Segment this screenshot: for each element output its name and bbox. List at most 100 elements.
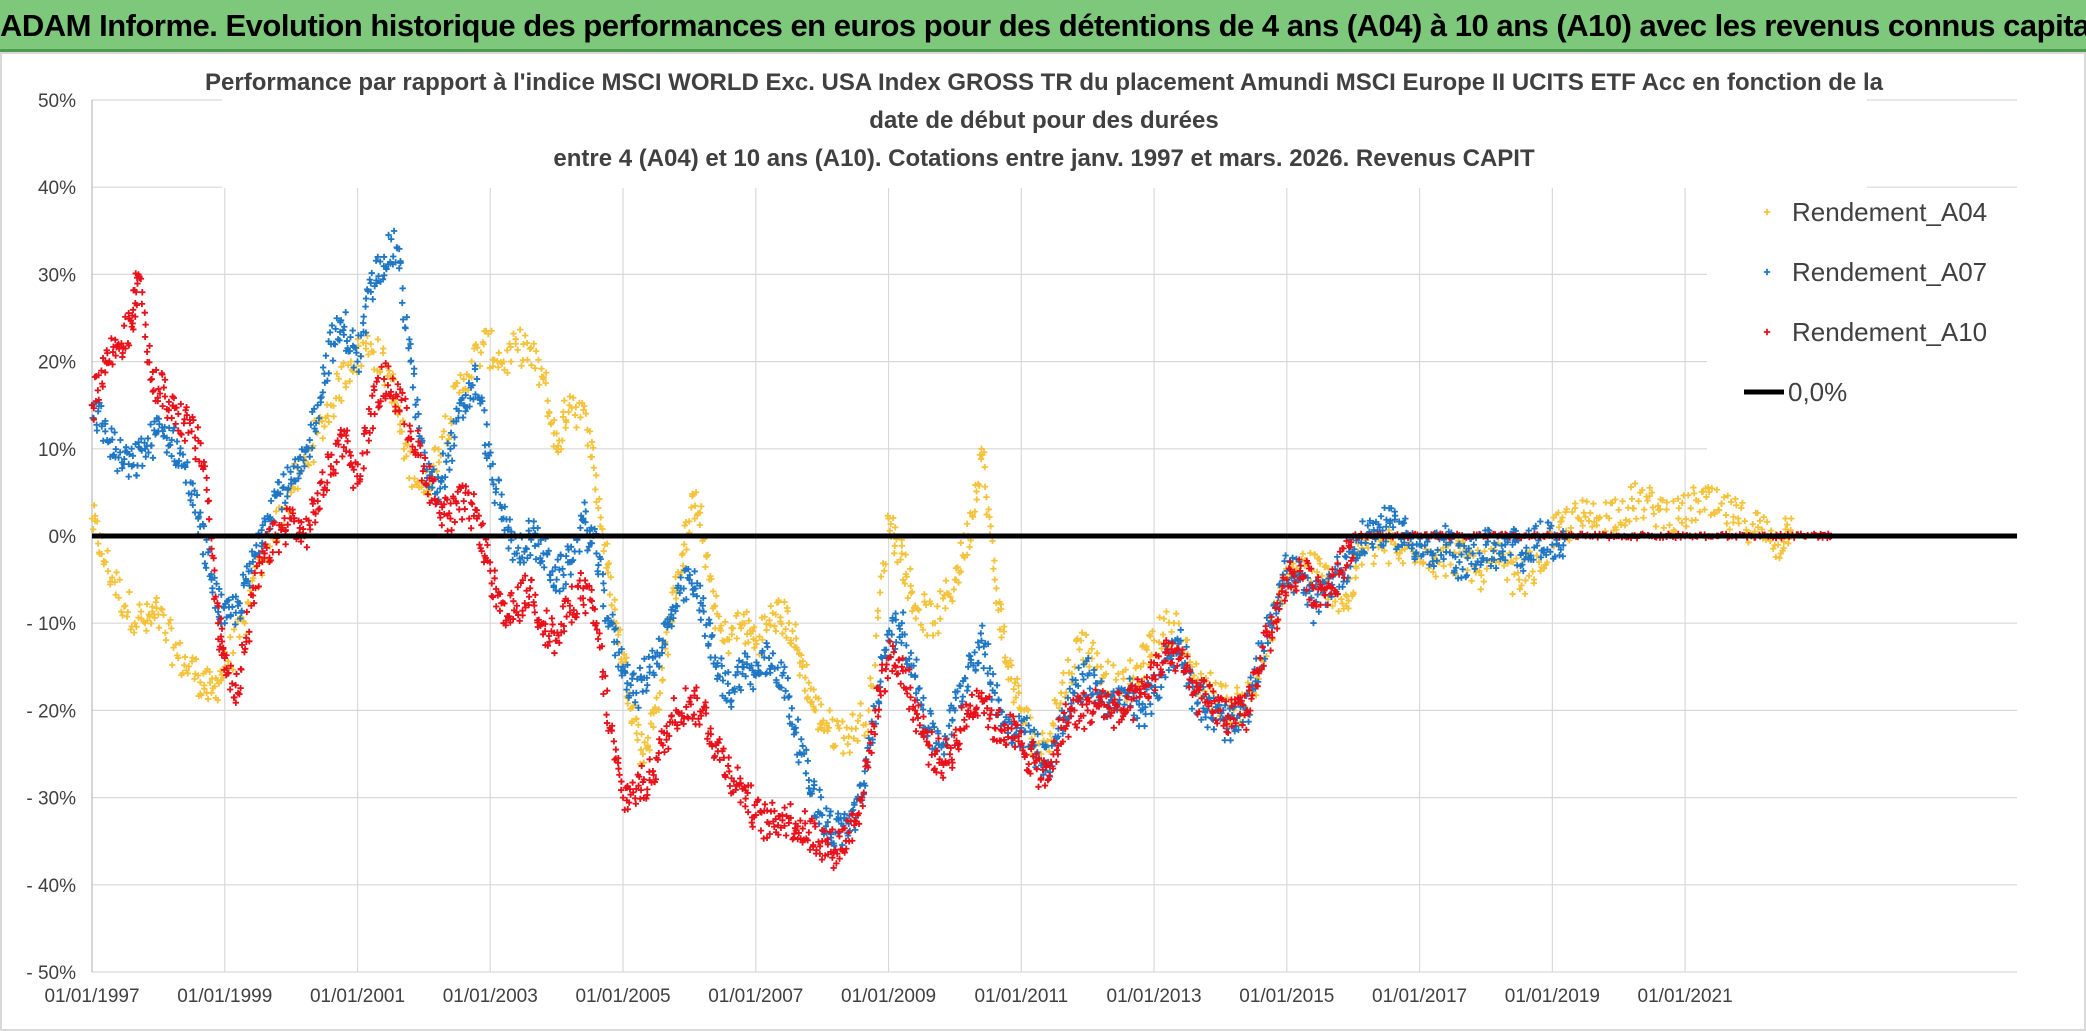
- data-point: [980, 643, 988, 650]
- data-point: [965, 652, 973, 659]
- data-point: [1523, 544, 1530, 551]
- data-point: [691, 515, 698, 522]
- data-point: [1001, 658, 1009, 665]
- data-point: [632, 800, 640, 807]
- data-point: [147, 421, 154, 428]
- data-point: [978, 445, 985, 452]
- data-point: [616, 771, 623, 779]
- data-point: [1139, 700, 1146, 708]
- data-point: [121, 602, 129, 609]
- data-point: [440, 428, 448, 435]
- data-point: [93, 421, 100, 429]
- data-point: [705, 640, 712, 648]
- data-point: [1077, 637, 1085, 644]
- data-point: [1692, 516, 1699, 524]
- data-point: [1656, 506, 1664, 513]
- data-point: [178, 431, 185, 438]
- data-point: [1025, 760, 1032, 768]
- data-point: [1143, 646, 1150, 653]
- data-point: [673, 603, 681, 610]
- data-point: [688, 580, 695, 587]
- data-point: [116, 449, 124, 456]
- data-point: [655, 663, 663, 670]
- data-point: [685, 566, 692, 573]
- data-point: [904, 594, 912, 602]
- data-point: [520, 559, 528, 566]
- data-point: [1732, 495, 1739, 503]
- y-tick-label: - 50%: [26, 963, 76, 984]
- data-point: [789, 627, 796, 635]
- data-point: [438, 522, 446, 529]
- data-point: [618, 645, 625, 653]
- data-point: [781, 598, 788, 606]
- data-point: [705, 616, 713, 623]
- data-point: [273, 508, 280, 515]
- data-point: [737, 686, 745, 694]
- data-point: [656, 689, 664, 697]
- data-point: [280, 471, 287, 478]
- data-point: [630, 670, 637, 677]
- data-point: [1783, 521, 1791, 528]
- data-point: [305, 462, 312, 469]
- data-point: [700, 608, 707, 615]
- data-point: [527, 344, 535, 351]
- y-tick-label: 40%: [38, 178, 76, 199]
- data-point: [498, 491, 505, 498]
- data-point: [177, 445, 184, 452]
- data-point: [468, 358, 475, 365]
- data-point: [281, 515, 288, 522]
- data-point: [817, 701, 825, 708]
- data-point: [920, 713, 927, 720]
- data-point: [360, 465, 367, 472]
- data-point: [670, 694, 678, 702]
- data-point: [745, 639, 752, 646]
- data-point: [453, 418, 460, 425]
- data-point: [380, 345, 387, 352]
- data-point: [365, 437, 373, 444]
- data-point: [929, 632, 937, 639]
- data-point: [605, 560, 613, 567]
- data-point: [796, 672, 803, 679]
- data-point: [371, 366, 378, 373]
- x-tick-label: 01/01/1999: [177, 986, 272, 1007]
- data-point: [144, 617, 151, 624]
- data-point: [1150, 637, 1158, 644]
- data-point: [593, 550, 600, 557]
- data-point: [112, 445, 120, 453]
- data-point: [573, 424, 580, 431]
- data-point: [291, 477, 298, 484]
- data-point: [781, 804, 788, 811]
- data-point: [1745, 539, 1752, 546]
- data-point: [783, 634, 790, 641]
- data-point: [1371, 552, 1379, 560]
- data-point: [963, 520, 971, 527]
- data-point: [1674, 495, 1682, 502]
- data-point: [1735, 520, 1742, 527]
- data-point: [167, 616, 174, 624]
- data-point: [382, 264, 390, 272]
- data-point: [767, 669, 774, 676]
- data-point: [1321, 579, 1328, 586]
- data-point: [615, 765, 622, 772]
- data-point: [565, 408, 572, 416]
- data-point: [1530, 579, 1538, 587]
- data-point: [1708, 485, 1716, 492]
- data-point: [1231, 728, 1238, 735]
- data-point: [307, 421, 315, 428]
- data-point: [148, 375, 155, 383]
- data-point: [330, 413, 337, 420]
- data-point: [518, 362, 525, 370]
- data-point: [751, 644, 758, 651]
- data-point: [753, 640, 760, 648]
- data-point: [197, 509, 204, 516]
- data-point: [600, 580, 607, 587]
- data-point: [1627, 483, 1635, 491]
- data-point: [540, 564, 548, 571]
- data-point: [1481, 548, 1488, 555]
- data-point: [380, 272, 388, 279]
- data-point: [646, 746, 653, 754]
- data-point: [661, 748, 668, 756]
- data-point: [369, 296, 376, 303]
- data-point: [1156, 614, 1163, 621]
- data-point: [743, 660, 751, 668]
